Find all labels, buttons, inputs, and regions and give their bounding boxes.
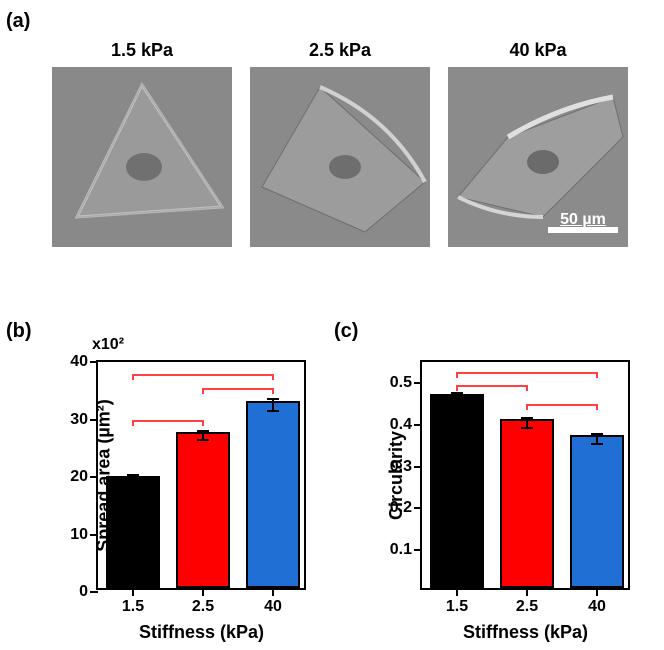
x-axis-label: Stiffness (kPa): [463, 622, 588, 643]
significance-line: [457, 372, 597, 374]
significance-line: [457, 385, 527, 387]
figure-container: { "panel_labels": { "a": "(a)", "b": "(b…: [0, 0, 664, 650]
plot-area: 0.10.20.30.40.51.52.540: [420, 360, 630, 590]
xtick-label: 1.5: [446, 598, 468, 616]
bar-40: [570, 435, 625, 588]
bar-1.5: [430, 394, 485, 588]
xtick-label: 2.5: [516, 598, 538, 616]
xtick-label: 40: [588, 598, 606, 616]
ytick-label: 0.1: [390, 541, 412, 559]
significance-line: [527, 404, 597, 406]
y-axis-label: Circularity: [386, 431, 407, 520]
ytick-label: 0.5: [390, 374, 412, 392]
chart-c: 0.10.20.30.40.51.52.540 Circularity Stiffn…: [0, 0, 664, 650]
bar-2.5: [500, 419, 555, 588]
